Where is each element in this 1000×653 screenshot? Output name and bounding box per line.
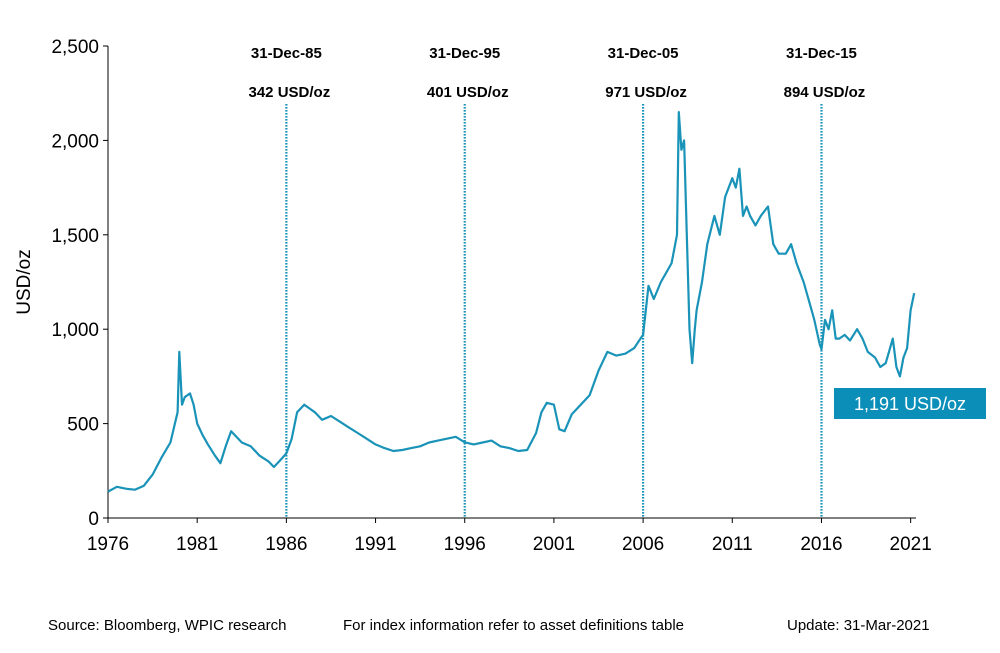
y-tick-label: 0	[88, 509, 99, 530]
x-tick-label: 1991	[354, 534, 396, 555]
callout-label: 1,191 USD/oz	[854, 394, 966, 414]
x-tick-label: 2016	[800, 534, 842, 555]
x-tick-label: 2011	[712, 534, 753, 555]
marker-date-label: 31-Dec-05	[608, 45, 679, 62]
y-tick-label: 1,000	[51, 320, 99, 341]
axes: 0 500 1,000 1,500 2,000 2,500 1976 1981 1986 1991…	[14, 37, 932, 555]
x-tick-label: 2006	[622, 534, 664, 555]
marker-price-label: 401 USD/oz	[427, 84, 509, 101]
x-tick-label: 1986	[265, 534, 307, 555]
x-tick-label: 1976	[87, 534, 129, 555]
source-note: Source: Bloomberg, WPIC research	[48, 617, 287, 634]
annotation-markers: 31-Dec-85 342 USD/oz 31-Dec-95 401 USD/oz 31…	[249, 45, 866, 518]
marker-date-label: 31-Dec-15	[786, 45, 857, 62]
x-tick-label: 1996	[444, 534, 486, 555]
callout-box	[834, 388, 986, 419]
x-tick-label: 2021	[890, 534, 932, 555]
y-tick-label: 2,000	[51, 131, 99, 152]
y-axis-label: USD/oz	[14, 249, 35, 314]
y-tick-label: 1,500	[51, 226, 99, 247]
x-tick-label: 1981	[176, 534, 218, 555]
marker-price-label: 894 USD/oz	[784, 84, 866, 101]
marker-price-label: 971 USD/oz	[605, 84, 687, 101]
marker-date-label: 31-Dec-85	[251, 45, 322, 62]
update-date: Update: 31-Mar-2021	[787, 617, 930, 634]
marker-price-label: 342 USD/oz	[249, 84, 331, 101]
latest-price-callout: 1,191 USD/oz	[834, 388, 986, 419]
price-line	[107, 110, 916, 493]
marker-date-label: 31-Dec-95	[429, 45, 500, 62]
platinum-price-chart: 0 500 1,000 1,500 2,000 2,500 1976 1981 1986 1991…	[14, 37, 986, 555]
price-series	[107, 110, 916, 493]
index-note: For index information refer to asset def…	[343, 617, 685, 634]
y-tick-label: 2,500	[51, 37, 99, 58]
y-tick-label: 500	[67, 415, 99, 436]
x-tick-label: 2001	[533, 534, 575, 555]
